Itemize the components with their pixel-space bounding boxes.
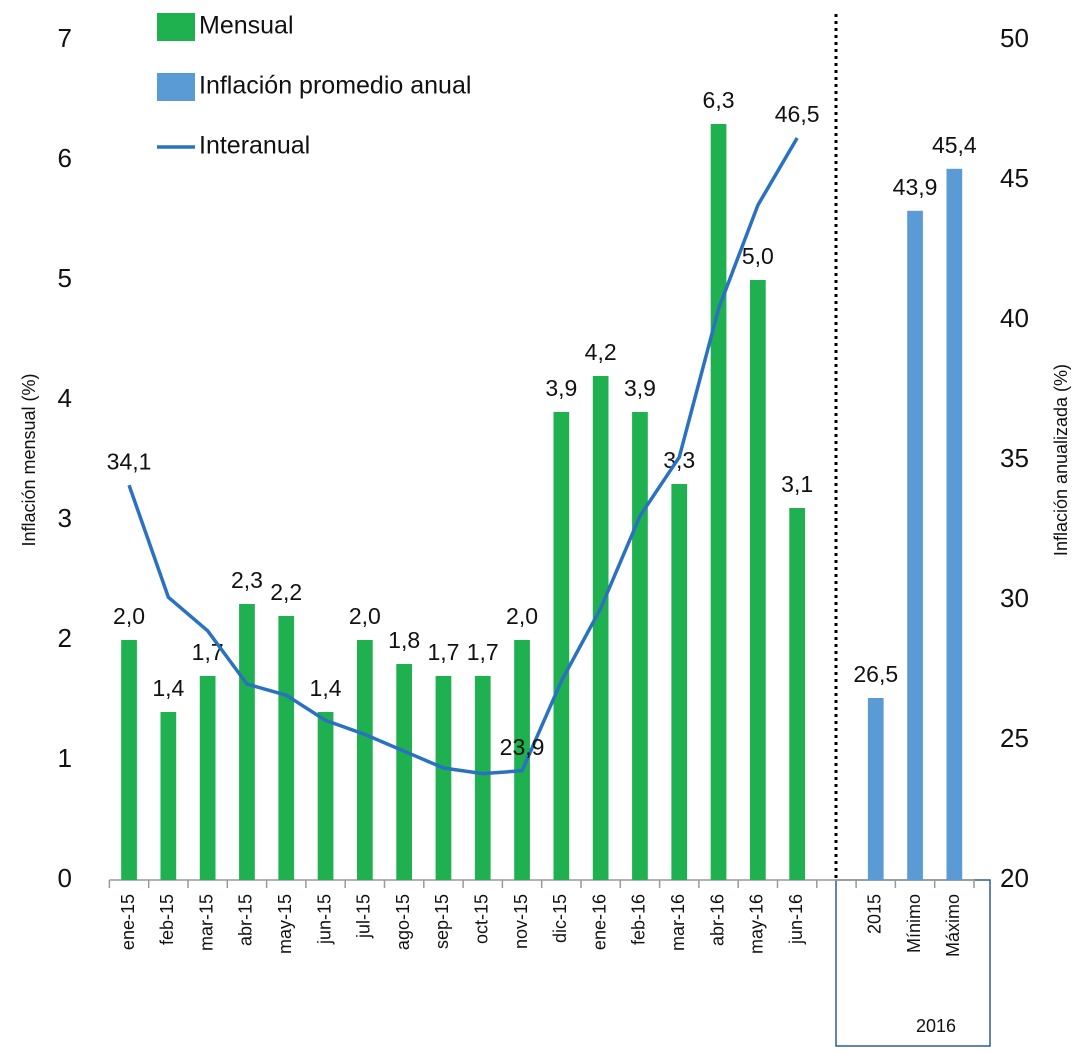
legend-swatch [157, 73, 195, 101]
x-tick-label: ene-16 [589, 894, 609, 950]
bar [396, 664, 413, 880]
bar [592, 376, 609, 880]
x-tick-label: abr-15 [236, 894, 256, 946]
y-tick-label: 7 [58, 23, 72, 53]
bar [278, 616, 295, 880]
x-tick-label: may-15 [275, 894, 295, 954]
bar [671, 484, 688, 880]
data-label: 1,7 [427, 639, 459, 665]
x-tick-label: ene-15 [118, 894, 138, 950]
x-tick-label: mar-16 [668, 894, 688, 951]
x-tick-label: ago-15 [393, 894, 413, 950]
x-tick-label: feb-16 [629, 894, 649, 945]
legend-label: Inflación promedio anual [199, 72, 471, 100]
bar [474, 676, 491, 880]
bar [317, 712, 334, 880]
data-label: 2,0 [349, 603, 381, 629]
data-label: 2,0 [506, 603, 538, 629]
data-label: 26,5 [853, 661, 898, 687]
data-label: 2,3 [231, 567, 263, 593]
bar [632, 412, 648, 880]
x-group-label: 2016 [916, 1016, 956, 1036]
x-tick-label: abr-16 [707, 894, 727, 946]
y-tick-label: 6 [58, 143, 72, 173]
x-tick-label: dic-15 [550, 894, 570, 943]
y2-axis-label: Inflación anualizada (%) [1051, 364, 1071, 556]
y2-tick-label: 25 [1000, 723, 1029, 753]
data-label: 45,4 [932, 132, 977, 158]
data-label: 43,9 [893, 174, 938, 200]
data-label: 5,0 [742, 243, 774, 269]
y2-tick-label: 20 [1000, 863, 1029, 893]
bar [907, 210, 923, 881]
legend-label: Interanual [199, 132, 310, 160]
data-label: 6,3 [703, 87, 735, 113]
bar [435, 676, 452, 880]
bar [789, 508, 806, 880]
data-label: 1,8 [388, 627, 420, 653]
data-label: 2,0 [113, 603, 145, 629]
x-tick-label: mar-15 [196, 894, 216, 951]
data-label: 3,9 [624, 375, 656, 401]
y2-tick-label: 50 [1000, 23, 1029, 53]
x-tick-label: oct-15 [472, 894, 492, 944]
data-label: 23,9 [500, 734, 545, 760]
x-tick-label: jul-15 [354, 894, 374, 939]
data-label: 1,7 [192, 639, 224, 665]
x-tick-label: jun-16 [786, 894, 806, 945]
x-tick-label: sep-15 [432, 894, 452, 949]
bar [749, 280, 766, 880]
y2-tick-label: 35 [1000, 443, 1029, 473]
bar [121, 640, 137, 880]
y-axis-label: Inflación mensual (%) [19, 373, 39, 546]
data-label: 2,2 [270, 579, 302, 605]
data-label: 3,9 [545, 375, 577, 401]
x-tick-label: nov-15 [511, 894, 531, 949]
bar [514, 640, 530, 880]
y-tick-label: 0 [58, 863, 72, 893]
data-label: 4,2 [585, 339, 617, 365]
bar [553, 412, 570, 880]
x-tick-label: 2015 [865, 894, 885, 934]
x-tick-label: Máximo [943, 894, 963, 957]
y2-tick-label: 40 [1000, 303, 1029, 333]
y-tick-label: 5 [58, 263, 72, 293]
data-label: 46,5 [775, 101, 820, 127]
y-tick-label: 3 [58, 503, 72, 533]
line [127, 137, 799, 776]
y-tick-label: 4 [58, 383, 72, 413]
legend-swatch [157, 13, 195, 41]
y-tick-label: 1 [58, 743, 72, 773]
bar [867, 698, 884, 880]
bar [946, 168, 963, 881]
data-label: 1,7 [467, 639, 499, 665]
bar [356, 640, 373, 880]
bar [199, 676, 216, 880]
y2-tick-label: 45 [1000, 163, 1029, 193]
legend-label: Mensual [199, 12, 294, 40]
bar [239, 604, 255, 880]
data-label: 1,4 [310, 675, 342, 701]
x-tick-label: Mínimo [904, 894, 924, 953]
y2-tick-label: 30 [1000, 583, 1029, 613]
bar [710, 124, 727, 880]
data-label: 3,1 [781, 471, 813, 497]
x-tick-label: feb-15 [157, 894, 177, 945]
y-tick-label: 2 [58, 623, 72, 653]
x-tick-label: jun-15 [314, 894, 334, 945]
bar [160, 712, 177, 880]
data-label: 34,1 [107, 448, 152, 474]
data-label: 1,4 [152, 675, 184, 701]
x-tick-label: may-16 [747, 894, 767, 954]
